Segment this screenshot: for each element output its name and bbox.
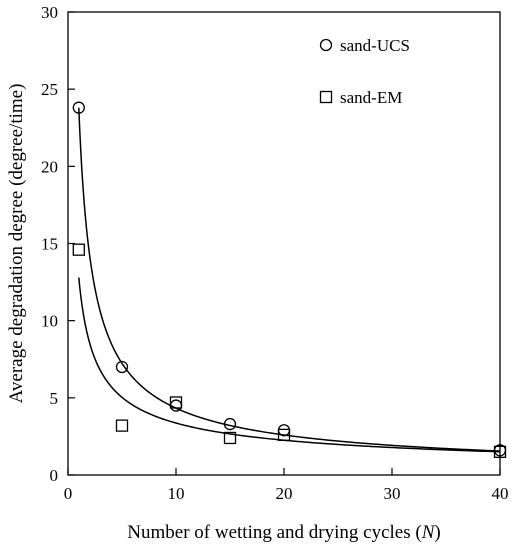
- data-point-sand-em: [223, 431, 237, 445]
- data-point-sand-em: [169, 396, 183, 409]
- y-tick-label: 25: [41, 80, 58, 99]
- legend-label-sand-em: sand-EM: [340, 88, 402, 107]
- y-tick-label: 20: [41, 157, 58, 176]
- x-axis-ticks: 0 10 20 30 40: [64, 468, 509, 503]
- data-point-sand-ucs: [277, 424, 291, 437]
- x-tick-label: 40: [492, 484, 509, 503]
- data-point-sand-em: [115, 419, 129, 432]
- data-point-sand-em: [493, 445, 507, 459]
- y-axis-ticks: 0 5 10 15 20 25 30: [41, 3, 75, 485]
- data-point-sand-ucs: [115, 360, 129, 374]
- data-point-sand-em: [72, 243, 85, 256]
- data-markers: [72, 101, 507, 459]
- fit-curve-sand-em: [78, 277, 501, 453]
- x-tick-label: 10: [168, 484, 185, 503]
- legend-label-sand-ucs: sand-UCS: [340, 36, 410, 55]
- y-tick-label: 15: [41, 235, 58, 254]
- legend-marker-sand-em: [319, 90, 333, 104]
- y-tick-label: 10: [41, 312, 58, 331]
- x-tick-label: 30: [384, 484, 401, 503]
- x-tick-label: 20: [276, 484, 293, 503]
- legend-marker-sand-ucs: [319, 38, 333, 52]
- data-point-sand-ucs: [223, 417, 237, 431]
- y-axis-title: Average degradation degree (degree/time): [6, 84, 27, 404]
- x-tick-label: 0: [64, 484, 73, 503]
- y-tick-label: 30: [41, 3, 58, 22]
- legend: sand-UCS sand-EM: [319, 36, 410, 107]
- data-point-sand-em: [277, 428, 291, 442]
- y-tick-label: 0: [50, 466, 59, 485]
- fit-curves: [78, 107, 501, 453]
- fit-curve-sand-ucs: [78, 107, 501, 452]
- y-tick-label: 5: [50, 389, 59, 408]
- data-point-sand-ucs: [72, 101, 85, 114]
- x-axis-title: Number of wetting and drying cycles (N): [127, 522, 440, 543]
